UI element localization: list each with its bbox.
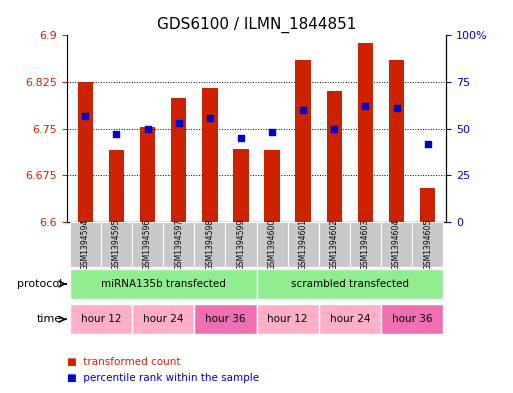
Bar (225, 222, 256, 267)
Bar (381, 222, 412, 267)
Bar (194, 222, 225, 267)
Bar (101, 222, 132, 267)
Bar (132, 222, 163, 267)
Bar (350, 222, 381, 267)
Text: GSM1394601: GSM1394601 (299, 219, 308, 270)
Bar (256, 269, 443, 299)
Text: GSM1394599: GSM1394599 (236, 219, 245, 270)
Point (174, 120, 183, 126)
Point (299, 107, 307, 113)
Bar (132, 304, 194, 334)
Bar (319, 222, 350, 267)
Text: GSM1394594: GSM1394594 (81, 219, 90, 270)
Point (330, 125, 339, 132)
Bar (77, 82, 93, 222)
Text: hour 12: hour 12 (267, 314, 308, 324)
Bar (389, 60, 404, 222)
Point (268, 129, 276, 136)
Point (392, 105, 401, 111)
Text: GSM1394598: GSM1394598 (205, 219, 214, 270)
Bar (70, 304, 132, 334)
Bar (70, 269, 256, 299)
Text: ■  transformed count: ■ transformed count (67, 356, 180, 367)
Text: GSM1394600: GSM1394600 (268, 219, 277, 270)
Bar (194, 304, 256, 334)
Bar (326, 91, 342, 222)
Text: GSM1394604: GSM1394604 (392, 219, 401, 270)
Bar (381, 304, 443, 334)
Bar (412, 222, 443, 267)
Point (81, 112, 89, 119)
Bar (256, 222, 288, 267)
Bar (233, 149, 249, 222)
Bar (140, 127, 155, 222)
Text: GSM1394602: GSM1394602 (330, 219, 339, 270)
Bar (202, 88, 218, 222)
Text: hour 24: hour 24 (143, 314, 184, 324)
Text: GSM1394605: GSM1394605 (423, 219, 432, 270)
Point (424, 140, 432, 147)
Text: hour 24: hour 24 (329, 314, 370, 324)
Bar (171, 97, 187, 222)
Bar (319, 304, 381, 334)
Bar (295, 60, 311, 222)
Point (112, 131, 121, 138)
Bar (358, 43, 373, 222)
Bar (70, 222, 101, 267)
Point (206, 114, 214, 121)
Text: GSM1394596: GSM1394596 (143, 219, 152, 270)
Text: protocol: protocol (17, 279, 62, 289)
Bar (264, 151, 280, 222)
Point (361, 103, 369, 109)
Text: time: time (37, 314, 62, 324)
Point (237, 135, 245, 141)
Text: scrambled transfected: scrambled transfected (291, 279, 409, 289)
Text: GSM1394597: GSM1394597 (174, 219, 183, 270)
Bar (109, 151, 124, 222)
Text: ■  percentile rank within the sample: ■ percentile rank within the sample (67, 373, 259, 383)
Text: hour 36: hour 36 (392, 314, 432, 324)
Text: hour 12: hour 12 (81, 314, 121, 324)
Title: GDS6100 / ILMN_1844851: GDS6100 / ILMN_1844851 (157, 17, 356, 33)
Bar (420, 188, 436, 222)
Text: GSM1394595: GSM1394595 (112, 219, 121, 270)
Bar (256, 304, 319, 334)
Text: miRNA135b transfected: miRNA135b transfected (101, 279, 226, 289)
Text: GSM1394603: GSM1394603 (361, 219, 370, 270)
Point (144, 125, 152, 132)
Bar (288, 222, 319, 267)
Bar (163, 222, 194, 267)
Text: hour 36: hour 36 (205, 314, 246, 324)
